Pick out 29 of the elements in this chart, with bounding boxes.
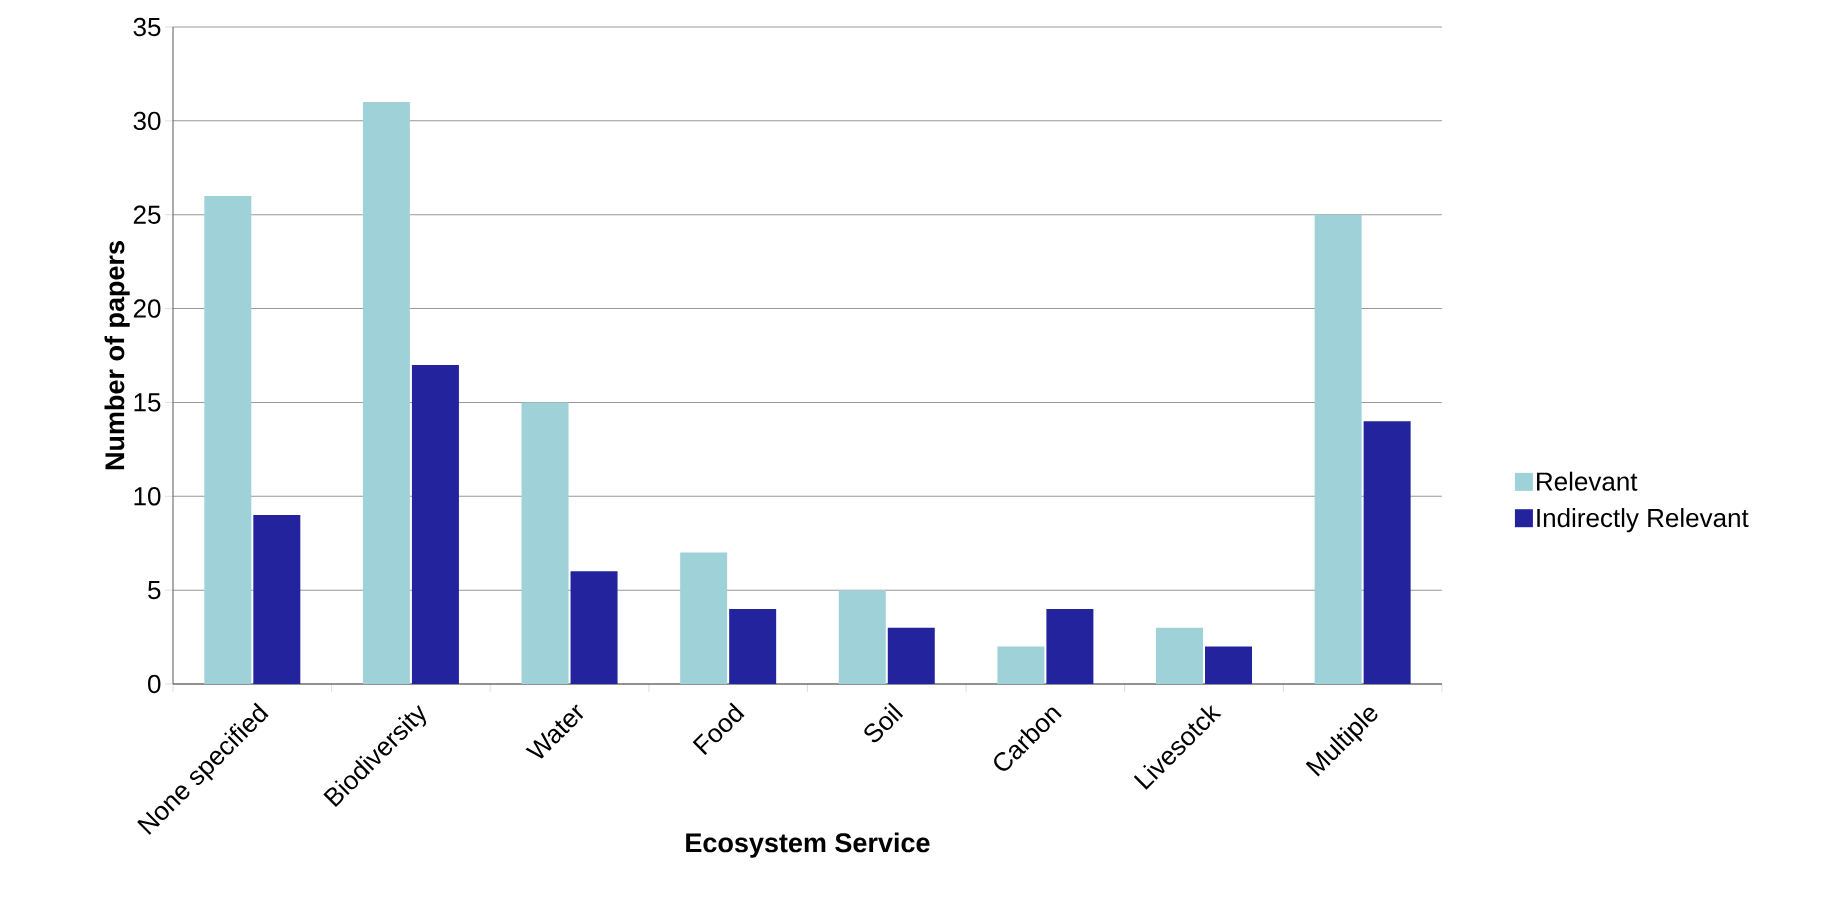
bar: [1156, 627, 1204, 684]
bar: [1363, 421, 1411, 684]
bar: [729, 608, 777, 684]
y-tick-label: 10: [134, 487, 161, 506]
bar: [1314, 214, 1362, 684]
x-axis-title: Ecosystem Service: [686, 832, 930, 858]
y-tick-label: 25: [133, 205, 161, 224]
bar: [521, 402, 569, 684]
y-axis-title: Number of papers: [104, 241, 130, 470]
y-tick-label: 0: [148, 674, 161, 694]
bar: [253, 515, 301, 684]
bar: [362, 102, 410, 684]
bar: [887, 627, 935, 684]
bar: [680, 552, 728, 684]
y-tick-label: 20: [133, 299, 161, 318]
y-tick-label: 30: [133, 111, 161, 131]
y-tick-label: 15: [134, 393, 161, 412]
y-tick-label: 35: [133, 17, 161, 37]
legend-label: Indirectly Relevant: [1537, 508, 1749, 533]
bar: [838, 590, 886, 684]
bar: [1205, 646, 1253, 684]
x-tick-label: Soil: [864, 702, 904, 743]
bar: [997, 646, 1045, 684]
bar: [411, 364, 459, 684]
bar: [570, 571, 618, 684]
bar: [204, 195, 252, 684]
bar: [1046, 608, 1094, 684]
legend-label: Relevant: [1537, 471, 1638, 491]
y-tick-label: 5: [148, 581, 161, 600]
